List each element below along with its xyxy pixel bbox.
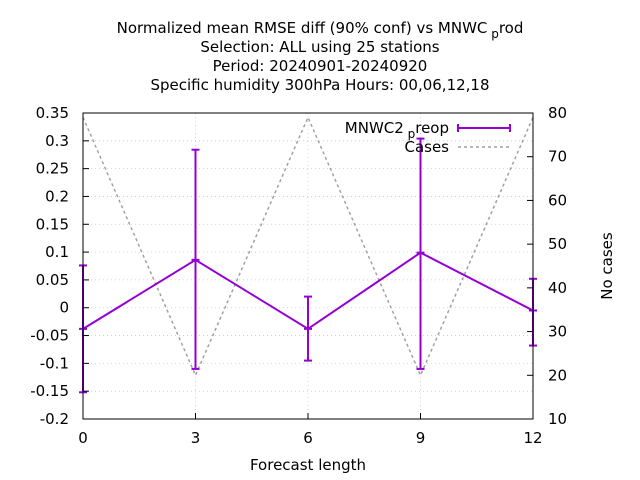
y-tick-label: 0.3 <box>45 132 69 150</box>
x-tick-label: 9 <box>416 429 426 447</box>
y-tick-label: -0.2 <box>40 410 69 428</box>
y-tick-label: 0.15 <box>36 215 69 233</box>
x-axis-label: Forecast length <box>250 456 366 474</box>
y-tick-label: 0.05 <box>36 271 69 289</box>
y-tick-label: -0.05 <box>30 327 69 345</box>
y2-tick-label: 30 <box>548 323 567 341</box>
x-tick-label: 12 <box>523 429 542 447</box>
y-tick-label: -0.1 <box>40 354 69 372</box>
legend-label: Cases <box>404 138 449 156</box>
y-tick-label: 0.1 <box>45 243 69 261</box>
x-tick-label: 6 <box>303 429 313 447</box>
legend-label: MNWC2 preop <box>345 119 449 141</box>
y2-axis-label: No cases <box>598 232 616 300</box>
y-tick-label: -0.15 <box>30 382 69 400</box>
y2-tick-label: 40 <box>548 279 567 297</box>
y2-tick-label: 60 <box>548 191 567 209</box>
y-tick-label: 0.2 <box>45 187 69 205</box>
y-tick-label: 0.35 <box>36 104 69 122</box>
y2-tick-label: 10 <box>548 410 567 428</box>
grid <box>82 112 534 420</box>
y2-tick-label: 20 <box>548 366 567 384</box>
y2-tick-label: 80 <box>548 104 567 122</box>
cases-line <box>82 115 534 378</box>
y-tick-label: 0.25 <box>36 160 69 178</box>
axis-ticks: -0.2 -0.15 -0.1 -0.05 0 0.05 0.1 0.15 0.2 0.25 0.3… <box>30 104 567 447</box>
y2-tick-label: 50 <box>548 235 567 253</box>
title-line: Normalized mean RMSE diff (90% conf) vs … <box>117 19 524 41</box>
x-tick-label: 0 <box>78 429 88 447</box>
title-line: Period: 20240901-20240920 <box>213 57 428 75</box>
chart-title: Normalized mean RMSE diff (90% conf) vs … <box>117 19 524 94</box>
title-line: Selection: ALL using 25 stations <box>200 38 439 56</box>
title-line: Specific humidity 300hPa Hours: 00,06,12… <box>150 76 489 94</box>
y2-tick-label: 70 <box>548 148 567 166</box>
y-tick-label: 0 <box>59 299 69 317</box>
plot-area <box>79 115 537 394</box>
x-tick-label: 3 <box>191 429 201 447</box>
